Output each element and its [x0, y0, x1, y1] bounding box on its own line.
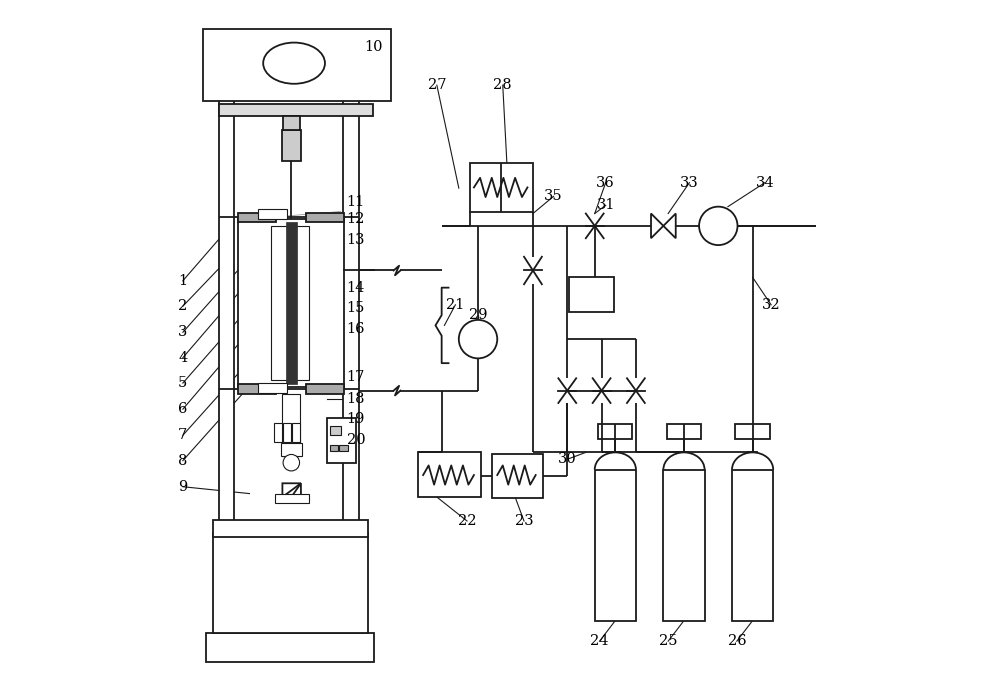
Text: 30: 30: [558, 453, 577, 466]
Bar: [271, 226, 309, 381]
Circle shape: [283, 455, 300, 471]
Bar: [339, 445, 348, 451]
Text: 28: 28: [493, 78, 512, 92]
Bar: [282, 394, 300, 456]
Text: 2: 2: [178, 299, 187, 313]
Bar: [286, 222, 297, 384]
Text: 25: 25: [659, 634, 677, 648]
Polygon shape: [651, 214, 663, 238]
Text: 23: 23: [515, 514, 533, 528]
Bar: [330, 426, 341, 435]
Text: 35: 35: [544, 190, 563, 203]
Bar: [283, 423, 291, 442]
Bar: [203, 29, 391, 101]
Text: 15: 15: [347, 301, 365, 316]
Polygon shape: [663, 214, 676, 238]
Bar: [274, 423, 282, 442]
Text: 29: 29: [469, 308, 487, 322]
Circle shape: [699, 207, 738, 245]
Bar: [282, 130, 301, 161]
Bar: [667, 424, 701, 439]
Text: 26: 26: [728, 634, 746, 648]
Text: 34: 34: [756, 176, 774, 190]
Bar: [492, 454, 543, 498]
Text: 20: 20: [347, 433, 365, 447]
Text: 19: 19: [347, 412, 365, 426]
Bar: [292, 423, 300, 442]
Bar: [598, 424, 632, 439]
Polygon shape: [291, 483, 301, 497]
Bar: [470, 163, 533, 212]
Bar: [306, 385, 344, 394]
Bar: [327, 418, 356, 463]
Bar: [275, 494, 309, 502]
Text: 6: 6: [178, 402, 188, 416]
Bar: [283, 116, 300, 130]
Bar: [306, 213, 344, 222]
Text: 9: 9: [178, 480, 187, 493]
Bar: [595, 470, 636, 621]
Bar: [343, 33, 359, 534]
Bar: [219, 33, 234, 534]
Text: 11: 11: [347, 195, 365, 209]
Text: 16: 16: [347, 322, 365, 336]
Text: 8: 8: [178, 454, 188, 468]
Bar: [569, 277, 614, 311]
Bar: [735, 424, 770, 439]
Bar: [258, 210, 287, 219]
Bar: [238, 219, 344, 388]
Text: 33: 33: [680, 176, 699, 190]
Bar: [258, 383, 287, 392]
Text: 17: 17: [347, 370, 365, 384]
Text: 3: 3: [178, 325, 188, 339]
Bar: [418, 453, 481, 497]
Polygon shape: [282, 483, 301, 497]
Bar: [330, 445, 338, 451]
Text: 36: 36: [596, 176, 615, 190]
Ellipse shape: [263, 43, 325, 84]
Bar: [238, 213, 276, 222]
Text: 1: 1: [178, 274, 187, 288]
Bar: [281, 444, 302, 456]
Bar: [219, 104, 373, 116]
Text: 10: 10: [364, 40, 382, 55]
Bar: [206, 633, 374, 662]
Text: 22: 22: [458, 514, 476, 528]
Text: 27: 27: [428, 78, 446, 92]
Bar: [213, 520, 368, 537]
Bar: [663, 470, 705, 621]
Text: 4: 4: [178, 351, 187, 365]
Text: 21: 21: [446, 298, 465, 312]
Text: 12: 12: [347, 212, 365, 226]
Bar: [238, 385, 276, 394]
Text: 13: 13: [347, 233, 365, 246]
Bar: [213, 534, 368, 633]
Text: 18: 18: [347, 392, 365, 406]
Text: 7: 7: [178, 428, 187, 442]
Bar: [732, 470, 773, 621]
Text: 14: 14: [347, 281, 365, 295]
Text: 24: 24: [590, 634, 609, 648]
Text: 5: 5: [178, 376, 187, 390]
Text: 31: 31: [596, 199, 615, 212]
Circle shape: [459, 320, 497, 358]
Text: 32: 32: [762, 298, 780, 312]
